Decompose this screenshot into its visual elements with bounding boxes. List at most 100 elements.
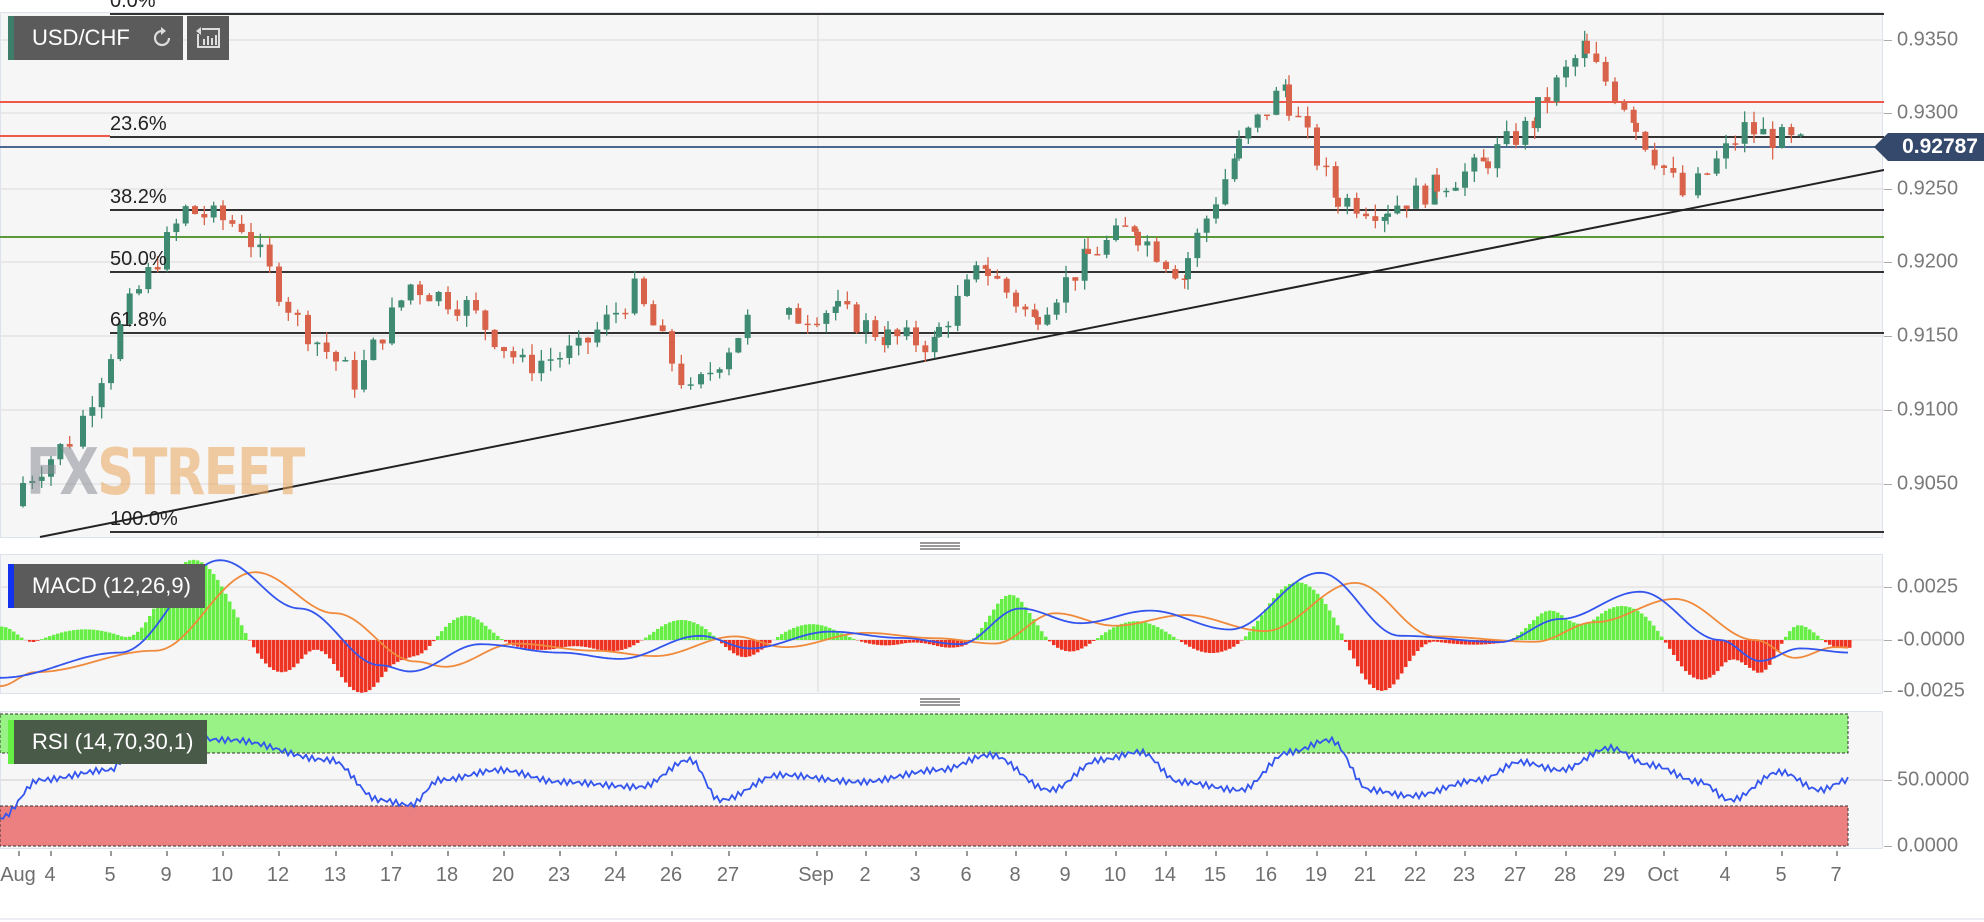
time-tick bbox=[335, 851, 337, 856]
time-tick bbox=[1266, 851, 1268, 856]
pane-resize-handle[interactable] bbox=[920, 698, 960, 708]
time-label: 12 bbox=[266, 864, 290, 886]
refresh-icon bbox=[153, 27, 171, 47]
axis-label: 0.0000 bbox=[1897, 834, 1959, 857]
time-label: Sep bbox=[798, 864, 834, 886]
time-label: 10 bbox=[210, 864, 234, 886]
price-chart-pane[interactable] bbox=[0, 12, 1883, 538]
time-tick bbox=[222, 851, 224, 856]
time-tick bbox=[816, 851, 818, 856]
bottom-border bbox=[0, 918, 1984, 920]
time-tick bbox=[1165, 851, 1167, 856]
axis-label: 0.9150 bbox=[1897, 324, 1959, 347]
time-tick bbox=[1836, 851, 1838, 856]
axis-tick bbox=[1884, 484, 1892, 485]
time-tick bbox=[1115, 851, 1117, 856]
axis-tick bbox=[1884, 336, 1892, 337]
axis-tick bbox=[1884, 410, 1892, 411]
chart-type-button[interactable] bbox=[187, 16, 229, 60]
fib-level-label: 38.2% bbox=[110, 186, 167, 208]
rsi-badge[interactable]: RSI (14,70,30,1) bbox=[8, 720, 208, 764]
axis-label: 0.0025 bbox=[1897, 575, 1959, 598]
time-label: 29 bbox=[1602, 864, 1626, 886]
time-tick bbox=[503, 851, 505, 856]
time-label: 18 bbox=[435, 864, 459, 886]
time-tick bbox=[50, 851, 52, 856]
time-label: 10 bbox=[1103, 864, 1127, 886]
time-label: Aug bbox=[0, 864, 36, 886]
time-label: 4 bbox=[1719, 864, 1731, 886]
pane-resize-handle[interactable] bbox=[920, 542, 960, 552]
macd-badge[interactable]: MACD (12,26,9) bbox=[8, 564, 205, 608]
time-tick bbox=[728, 851, 730, 856]
time-tick bbox=[1565, 851, 1567, 856]
time-label: 20 bbox=[491, 864, 515, 886]
time-label: 24 bbox=[603, 864, 627, 886]
price-chart-canvas[interactable] bbox=[0, 0, 1884, 540]
refresh-button[interactable] bbox=[141, 16, 183, 60]
macd-accent bbox=[8, 564, 14, 608]
axis-label: 0.9250 bbox=[1897, 177, 1959, 200]
axis-tick bbox=[1884, 262, 1892, 263]
time-tick bbox=[671, 851, 673, 856]
time-label: 27 bbox=[716, 864, 740, 886]
time-label: 6 bbox=[960, 864, 972, 886]
time-tick bbox=[18, 851, 20, 856]
time-label: 7 bbox=[1830, 864, 1842, 886]
fib-level-label: 61.8% bbox=[110, 309, 167, 331]
axis-label: 50.0000 bbox=[1897, 768, 1970, 791]
macd-canvas bbox=[0, 555, 1884, 693]
axis-label: 0.9050 bbox=[1897, 472, 1959, 495]
fib-level-label: 23.6% bbox=[110, 113, 167, 135]
time-label: Oct bbox=[1647, 864, 1679, 886]
time-tick bbox=[915, 851, 917, 856]
axis-tick bbox=[1884, 40, 1892, 41]
time-tick bbox=[391, 851, 393, 856]
time-tick bbox=[1415, 851, 1417, 856]
chart-bars-icon bbox=[196, 27, 220, 48]
time-tick bbox=[447, 851, 449, 856]
time-label: 15 bbox=[1203, 864, 1227, 886]
time-tick bbox=[1614, 851, 1616, 856]
time-label: 9 bbox=[1059, 864, 1071, 886]
time-tick bbox=[1015, 851, 1017, 856]
time-label: 5 bbox=[1775, 864, 1787, 886]
macd-label: MACD (12,26,9) bbox=[32, 573, 191, 598]
axis-label: 0.9300 bbox=[1897, 101, 1959, 124]
time-label: 23 bbox=[1452, 864, 1476, 886]
time-label: 14 bbox=[1153, 864, 1177, 886]
axis-tick bbox=[1884, 691, 1892, 692]
axis-tick bbox=[1884, 587, 1892, 588]
axis-tick bbox=[1884, 846, 1892, 847]
fib-level-label: 50.0% bbox=[110, 248, 167, 270]
time-label: 17 bbox=[379, 864, 403, 886]
time-tick bbox=[110, 851, 112, 856]
time-label: 22 bbox=[1403, 864, 1427, 886]
rsi-canvas bbox=[0, 713, 1884, 847]
time-label: 3 bbox=[909, 864, 921, 886]
time-label: 2 bbox=[859, 864, 871, 886]
time-label: 16 bbox=[1254, 864, 1278, 886]
time-label: 4 bbox=[44, 864, 56, 886]
fib-level-label: 100.0% bbox=[110, 508, 178, 530]
axis-label: 0.9100 bbox=[1897, 398, 1959, 421]
time-tick bbox=[1065, 851, 1067, 856]
time-tick bbox=[1725, 851, 1727, 856]
fxstreet-watermark: FXSTREET bbox=[26, 436, 305, 510]
time-tick bbox=[1365, 851, 1367, 856]
axis-label: 0.9200 bbox=[1897, 250, 1959, 273]
time-label: 9 bbox=[160, 864, 172, 886]
time-label: 13 bbox=[323, 864, 347, 886]
time-tick bbox=[166, 851, 168, 856]
axis-label: -0.0025 bbox=[1897, 679, 1965, 702]
time-tick bbox=[865, 851, 867, 856]
axis-tick bbox=[1884, 113, 1892, 114]
time-label: 5 bbox=[104, 864, 116, 886]
symbol-badge[interactable]: USD/CHF bbox=[8, 16, 144, 60]
time-tick bbox=[1515, 851, 1517, 856]
time-tick bbox=[559, 851, 561, 856]
time-tick bbox=[1781, 851, 1783, 856]
axis-label: 0.9350 bbox=[1897, 28, 1959, 51]
symbol-label: USD/CHF bbox=[32, 25, 130, 50]
time-label: 21 bbox=[1353, 864, 1377, 886]
